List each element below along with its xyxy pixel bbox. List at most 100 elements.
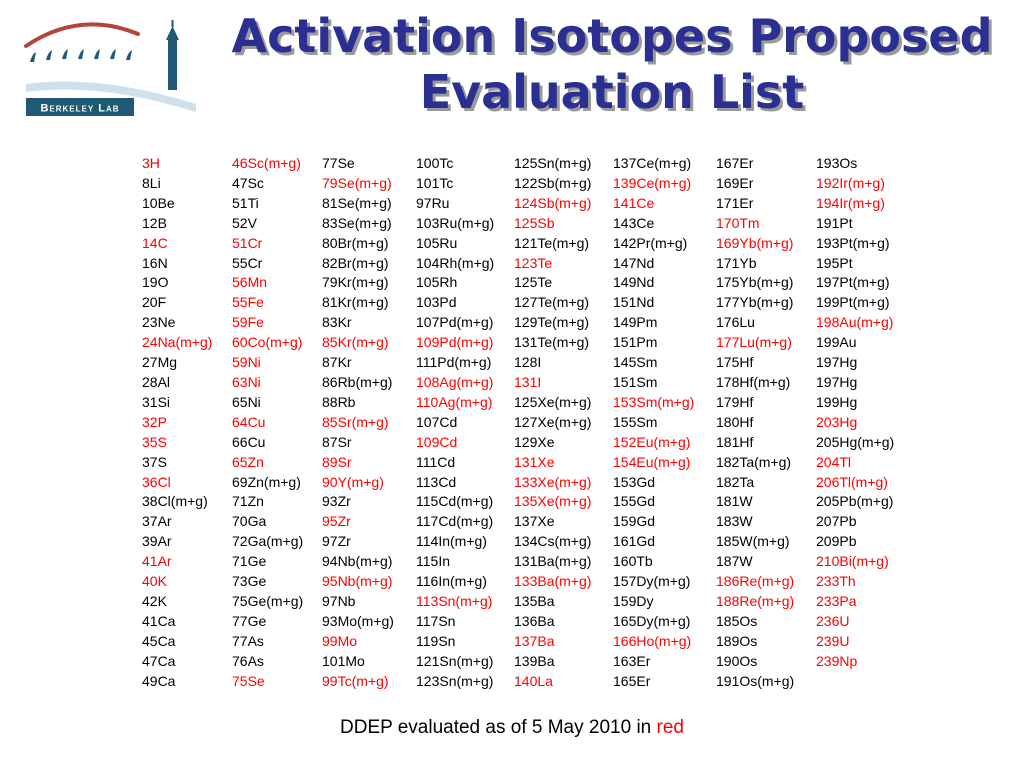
isotope-cell: 99Mo: [322, 632, 358, 649]
isotope-cell: 72Ga(m+g): [232, 533, 304, 550]
isotope-cell: 121Sn(m+g): [416, 652, 494, 669]
isotope-cell: 100Tc: [416, 155, 454, 171]
isotope-cell: 45Ca: [142, 632, 176, 649]
isotope-cell: 199Pt(m+g): [816, 294, 890, 311]
isotope-cell: 107Pd(m+g): [416, 314, 494, 331]
isotope-cell: 131I: [514, 373, 542, 390]
page-title: Activation Isotopes Proposed Evaluation …: [200, 8, 1024, 120]
isotope-cell: 83Se(m+g): [322, 214, 392, 231]
isotope-cell: 119Sn: [416, 632, 456, 649]
isotope-cell: 187W: [716, 553, 753, 570]
table-row: 3H 46Sc(m+g) 77Se 100Tc 125Sn(m+g) 137Ce(m+g)…: [142, 154, 916, 174]
isotope-cell: 125Xe(m+g): [514, 393, 592, 410]
isotope-cell: 37S: [142, 453, 167, 470]
isotope-cell: 109Pd(m+g): [416, 334, 494, 351]
isotope-cell: 111Pd(m+g): [416, 354, 492, 371]
isotope-cell: 171Er: [716, 194, 754, 211]
isotope-cell: 40K: [142, 573, 167, 590]
isotope-cell: 99Tc(m+g): [322, 672, 389, 689]
isotope-cell: 133Xe(m+g): [514, 473, 592, 490]
isotope-cell: 86Rb(m+g): [322, 373, 393, 390]
table-row: 37S 65Zn 89Sr 111Cd 131Xe 154Eu(m+g) 182Ta(m+g…: [142, 453, 916, 473]
isotope-cell: 32P: [142, 413, 167, 430]
isotope-cell: 64Cu: [232, 413, 266, 430]
table-row: 16N 55Cr 82Br(m+g) 104Rh(m+g) 123Te 147Nd 171Y…: [142, 254, 916, 274]
isotope-cell: 101Tc: [416, 174, 454, 191]
isotope-cell: 159Dy: [613, 592, 654, 609]
isotope-cell: 113Cd: [416, 473, 457, 490]
isotope-cell: 137Xe: [514, 513, 555, 530]
isotope-cell: 135Xe(m+g): [514, 493, 592, 510]
isotope-cell: 149Nd: [613, 274, 655, 291]
isotope-cell: 169Yb(m+g): [716, 234, 794, 251]
isotope-cell: 185Os: [716, 612, 758, 629]
isotope-cell: 193Pt(m+g): [816, 234, 890, 251]
isotope-cell: 131Xe: [514, 453, 555, 470]
isotope-cell: 3H: [142, 155, 160, 171]
isotope-cell: 134Cs(m+g): [514, 533, 592, 550]
isotope-cell: 117Sn: [416, 612, 456, 629]
isotope-cell: 169Er: [716, 174, 754, 191]
isotope-cell: 209Pb: [816, 533, 857, 550]
isotope-cell: 41Ca: [142, 612, 176, 629]
isotope-cell: 116In(m+g): [416, 573, 487, 590]
isotope-cell: 47Sc: [232, 174, 264, 191]
isotope-cell: 124Sb(m+g): [514, 194, 592, 211]
isotope-cell: 24Na(m+g): [142, 334, 213, 351]
isotope-cell: 93Zr: [322, 493, 351, 510]
isotope-cell: 205Pb(m+g): [816, 493, 894, 510]
table-row: 27Mg 59Ni 87Kr 111Pd(m+g) 128I 145Sm 175Hf 197H…: [142, 353, 916, 373]
isotope-cell: 95Nb(m+g): [322, 573, 393, 590]
isotope-cell: 171Yb: [716, 254, 757, 271]
isotope-cell: 123Sn(m+g): [416, 672, 494, 689]
isotope-cell: 101Mo: [322, 652, 365, 669]
isotope-cell: 125Sb: [514, 214, 555, 231]
isotope-cell: 89Sr: [322, 453, 352, 470]
table-row: 47Ca 76As 101Mo 121Sn(m+g) 139Ba 163Er 190Os 23…: [142, 652, 916, 672]
isotope-cell: 151Pm: [613, 334, 658, 351]
isotope-cell: 38Cl(m+g): [142, 493, 208, 510]
isotope-cell: 204Tl: [816, 453, 852, 470]
isotope-cell: 16N: [142, 254, 168, 271]
isotope-cell: 110Ag(m+g): [416, 393, 493, 410]
table-row: 20F 55Fe 81Kr(m+g) 103Pd 127Te(m+g) 151Nd 177Y…: [142, 293, 916, 313]
isotope-cell: [816, 672, 916, 692]
isotope-cell: 85Sr(m+g): [322, 413, 389, 430]
isotope-cell: 207Pb: [816, 513, 857, 530]
footnote-highlight: red: [656, 717, 684, 738]
isotope-cell: 71Ge: [232, 553, 267, 570]
isotope-cell: 233Th: [816, 573, 856, 590]
isotope-cell: 77Se: [322, 155, 355, 171]
isotope-cell: 113Sn(m+g): [416, 592, 493, 609]
isotope-cell: 51Cr: [232, 234, 263, 251]
title-line-1: Activation Isotopes Proposed: [231, 9, 993, 63]
isotope-cell: 75Se: [232, 672, 265, 689]
isotope-cell: 125Te: [514, 274, 553, 291]
isotope-cell: 46Sc(m+g): [232, 155, 301, 171]
isotope-cell: 191Os(m+g): [716, 672, 795, 689]
isotope-cell: 19O: [142, 274, 169, 291]
isotope-cell: 94Nb(m+g): [322, 553, 393, 570]
isotope-cell: 236U: [816, 612, 850, 629]
isotope-cell: 10Be: [142, 194, 175, 211]
isotope-cell: 165Dy(m+g): [613, 612, 691, 629]
isotope-cell: 127Te(m+g): [514, 294, 590, 311]
isotope-cell: 175Yb(m+g): [716, 274, 794, 291]
isotope-cell: 142Pr(m+g): [613, 234, 688, 251]
isotope-cell: 52V: [232, 214, 257, 231]
isotope-cell: 49Ca: [142, 672, 176, 689]
table-row: 8Li 47Sc 79Se(m+g) 101Tc 122Sb(m+g) 139Ce(m+g…: [142, 174, 916, 194]
isotope-cell: 59Fe: [232, 314, 264, 331]
isotope-cell: 165Er: [613, 672, 651, 689]
isotope-cell: 145Sm: [613, 354, 658, 371]
isotope-cell: 121Te(m+g): [514, 234, 590, 251]
logo-text: Berkeley Lab: [40, 103, 119, 115]
isotope-cell: 77As: [232, 632, 264, 649]
table-row: 19O 56Mn 79Kr(m+g) 105Rh 125Te 149Nd 175Yb(m+g…: [142, 273, 916, 293]
isotope-cell: 60Co(m+g): [232, 334, 303, 351]
table-row: 35S 66Cu 87Sr 109Cd 129Xe 152Eu(m+g) 181Hf 205H…: [142, 433, 916, 453]
table-row: 45Ca 77As 99Mo 119Sn 137Ba 166Ho(m+g) 189Os 239…: [142, 632, 916, 652]
table-row: 14C 51Cr 80Br(m+g) 105Ru 121Te(m+g) 142Pr(m+g…: [142, 234, 916, 254]
isotope-cell: 114In(m+g): [416, 533, 487, 550]
isotope-cell: 177Yb(m+g): [716, 294, 794, 311]
